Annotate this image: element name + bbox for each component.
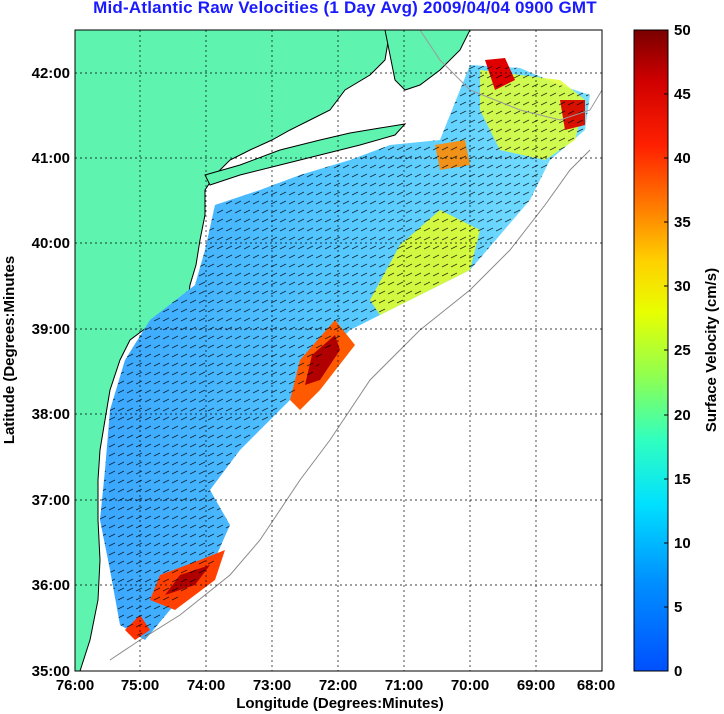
isobath-contour — [109, 149, 591, 661]
colorbar-tick: 45 — [674, 86, 691, 103]
long-island — [204, 123, 407, 186]
colorbar-tick: 20 — [674, 407, 691, 424]
x-tick-label: 69:00 — [517, 677, 555, 694]
y-tick-label: 36:00 — [32, 577, 70, 594]
x-axis-title: Longitude (Degrees:Minutes) — [236, 695, 444, 712]
colorbar-tick: 5 — [674, 599, 682, 616]
x-tick-label: 75:00 — [121, 677, 159, 694]
colorbar-tick: 30 — [674, 278, 691, 295]
y-tick-label: 40:00 — [32, 235, 70, 252]
figure-title: Mid-Atlantic Raw Velocities (1 Day Avg) … — [93, 0, 597, 17]
x-tick-label: 70:00 — [451, 677, 489, 694]
cape-cod — [384, 30, 471, 91]
y-tick-label: 41:00 — [32, 150, 70, 167]
x-axis: 76:00 75:00 74:00 73:00 72:00 71:00 70:0… — [56, 677, 615, 712]
x-tick-label: 71:00 — [385, 677, 423, 694]
colorbar-tick: 10 — [674, 535, 691, 552]
colorbar-gradient — [633, 29, 669, 672]
colorbar-tick: 50 — [674, 22, 691, 39]
land-mass — [75, 30, 391, 671]
colorbar-tick: 15 — [674, 471, 691, 488]
x-tick-label: 73:00 — [253, 677, 291, 694]
velocity-arrows — [100, 65, 590, 640]
y-tick-label: 39:00 — [32, 321, 70, 338]
x-tick-label: 72:00 — [319, 677, 357, 694]
map-frame — [74, 29, 603, 672]
colorbar-tick: 40 — [674, 150, 691, 167]
x-tick-label: 74:00 — [187, 677, 225, 694]
y-tick-label: 37:00 — [32, 492, 70, 509]
isobath-contour-east — [419, 30, 602, 121]
y-axis-title: Latitude (Degrees:Minutes — [1, 256, 18, 444]
y-tick-label: 35:00 — [32, 663, 70, 680]
graticule — [75, 30, 602, 671]
colorbar: 50 45 40 35 30 25 20 15 10 5 0 Surface V… — [633, 22, 720, 680]
colorbar-tick: 35 — [674, 214, 691, 231]
colorbar-tick: 25 — [674, 342, 691, 359]
colorbar-title: Surface Velocity (cm/s) — [703, 268, 720, 432]
colorbar-tick: 0 — [674, 663, 682, 680]
map-area — [74, 29, 603, 672]
x-tick-label: 68:00 — [577, 677, 615, 694]
x-tick-label: 76:00 — [56, 677, 94, 694]
y-tick-label: 42:00 — [32, 65, 70, 82]
y-axis: 42:00 41:00 40:00 39:00 38:00 37:00 36:0… — [1, 65, 70, 680]
y-tick-label: 38:00 — [32, 406, 70, 423]
